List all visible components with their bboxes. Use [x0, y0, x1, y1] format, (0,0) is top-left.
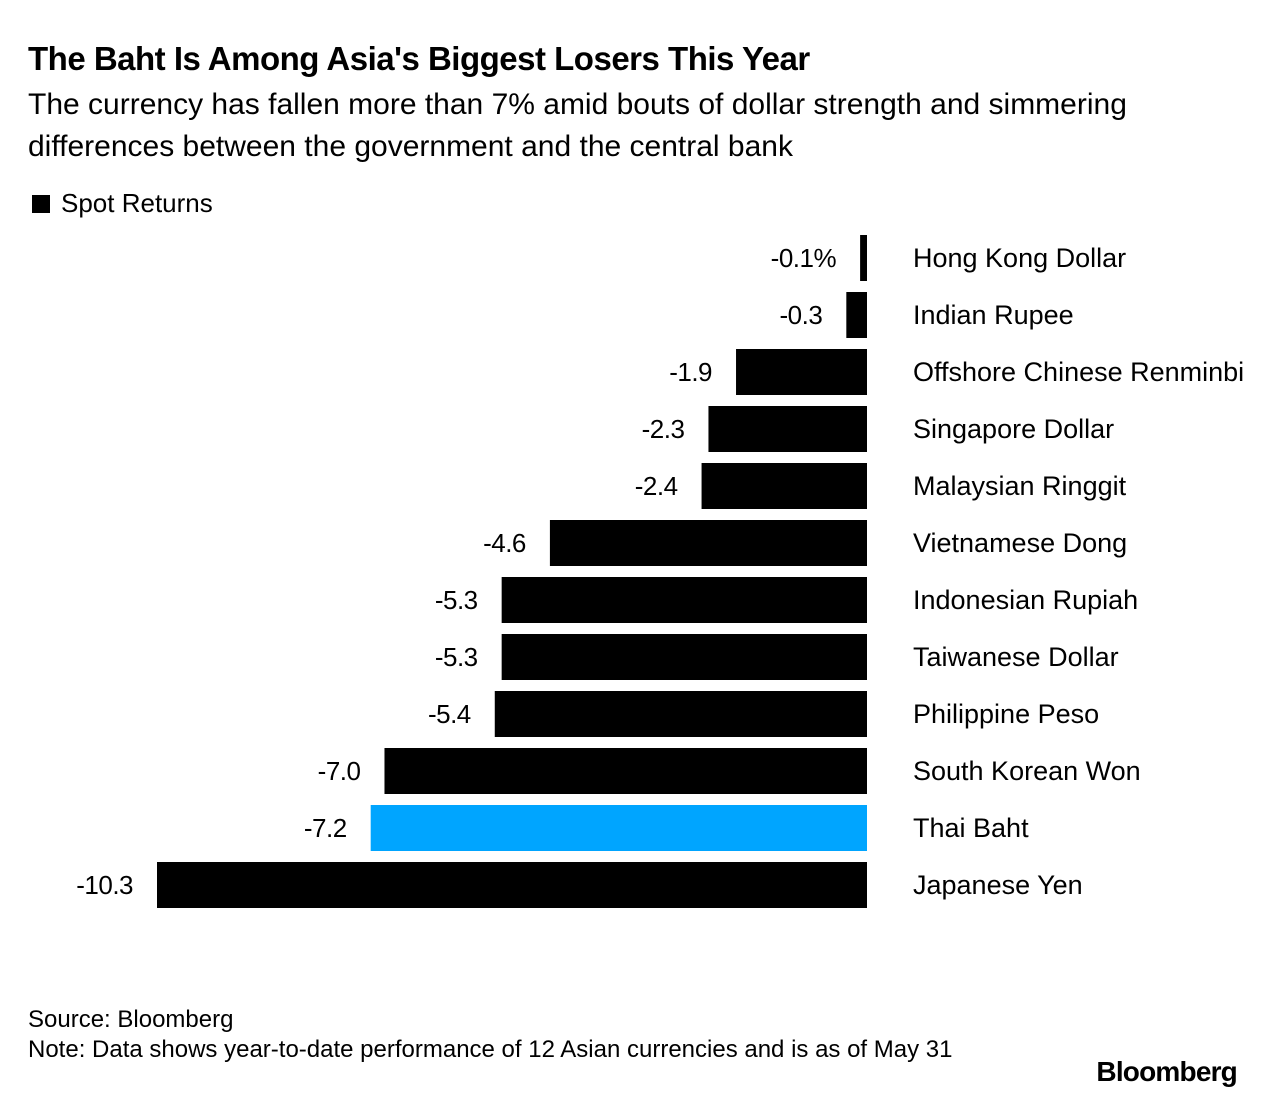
- category-label: Vietnamese Dong: [913, 528, 1127, 558]
- bar: [370, 805, 867, 851]
- category-label: Taiwanese Dollar: [913, 642, 1119, 672]
- value-label: -7.0: [318, 756, 361, 786]
- category-label: Offshore Chinese Renminbi: [913, 357, 1244, 387]
- legend-swatch: [32, 194, 50, 213]
- value-label: -4.6: [483, 528, 526, 558]
- value-label: -10.3: [76, 870, 133, 900]
- category-label: Singapore Dollar: [913, 414, 1114, 444]
- bar: [846, 292, 867, 338]
- value-label: -2.4: [635, 471, 678, 501]
- chart-subtitle: The currency has fallen more than 7% ami…: [28, 88, 1127, 163]
- footer: Source: Bloomberg Note: Data shows year-…: [28, 1005, 988, 1065]
- category-label: Indian Rupee: [913, 300, 1074, 330]
- value-label: -0.3: [780, 300, 823, 330]
- bar: [549, 520, 867, 566]
- legend-label: Spot Returns: [61, 188, 213, 218]
- category-label: Philippine Peso: [913, 699, 1099, 729]
- bar: [157, 862, 867, 908]
- value-label: -7.2: [304, 813, 347, 843]
- category-label: South Korean Won: [913, 756, 1141, 786]
- bar: [708, 406, 867, 452]
- value-label: -5.3: [435, 585, 478, 615]
- bar: [701, 463, 867, 509]
- category-label: Indonesian Rupiah: [913, 585, 1138, 615]
- bloomberg-logo: Bloomberg: [1096, 1056, 1237, 1087]
- bar: [501, 634, 867, 680]
- chart-title: The Baht Is Among Asia's Biggest Losers …: [28, 40, 810, 77]
- value-label: -5.3: [435, 642, 478, 672]
- category-label: Thai Baht: [913, 813, 1029, 843]
- note-text: Note: Data shows year-to-date performanc…: [28, 1036, 953, 1063]
- bar: [384, 748, 867, 794]
- category-label: Hong Kong Dollar: [913, 243, 1126, 273]
- value-label: -2.3: [642, 414, 685, 444]
- value-label: -0.1%: [771, 243, 837, 273]
- bar: [860, 235, 867, 281]
- bar: [736, 349, 867, 395]
- category-label: Japanese Yen: [913, 870, 1083, 900]
- legend: Spot Returns: [32, 188, 213, 219]
- source-text: Source: Bloomberg: [28, 1006, 234, 1033]
- category-label: Malaysian Ringgit: [913, 471, 1127, 501]
- value-label: -1.9: [669, 357, 712, 387]
- value-label: -5.4: [428, 699, 471, 729]
- bar: [501, 577, 867, 623]
- bar: [494, 691, 867, 737]
